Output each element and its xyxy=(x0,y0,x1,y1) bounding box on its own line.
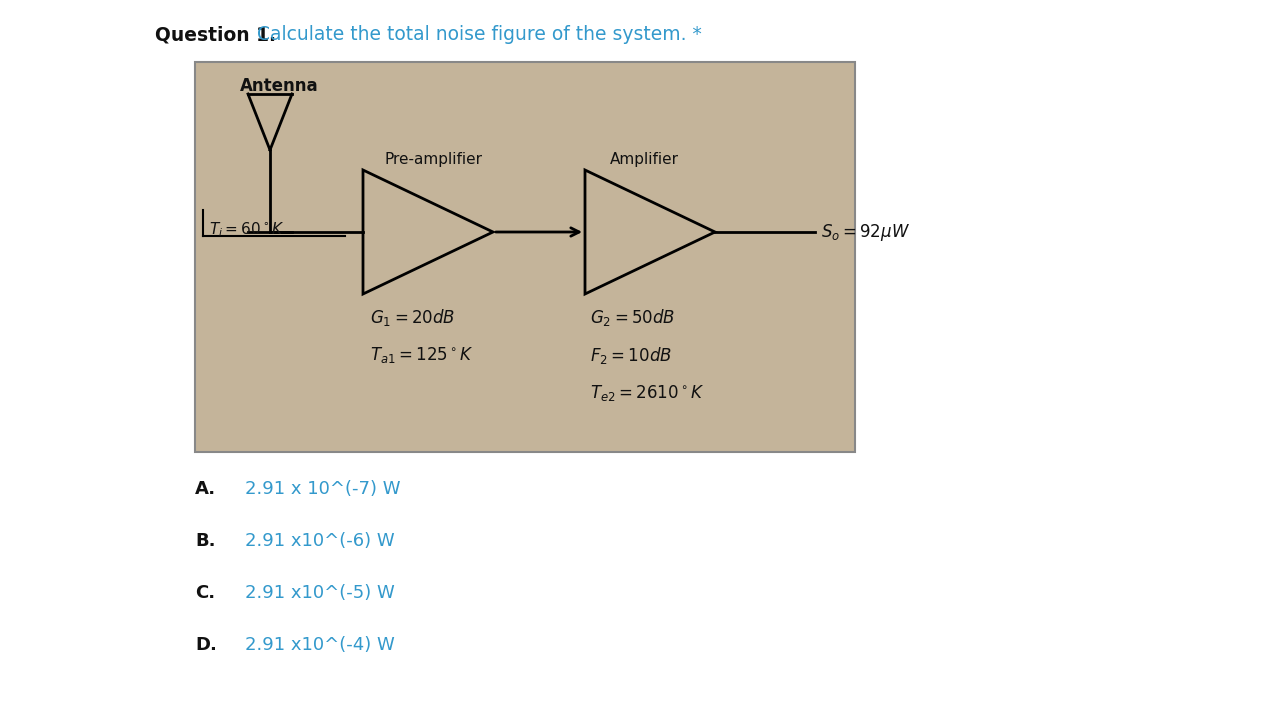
Text: D.: D. xyxy=(195,636,216,654)
Text: 2.91 x 10^(-7) W: 2.91 x 10^(-7) W xyxy=(244,480,401,498)
Text: $G_1 = 20dB$: $G_1 = 20dB$ xyxy=(370,307,456,328)
Text: $F_2 = 10dB$: $F_2 = 10dB$ xyxy=(590,345,672,366)
Text: 2.91 x10^(-4) W: 2.91 x10^(-4) W xyxy=(244,636,394,654)
Text: Question 1.: Question 1. xyxy=(155,25,276,44)
Text: $T_{e2} = 2610^\circ K$: $T_{e2} = 2610^\circ K$ xyxy=(590,383,704,403)
Text: A.: A. xyxy=(195,480,216,498)
Text: 2.91 x10^(-6) W: 2.91 x10^(-6) W xyxy=(244,532,394,550)
Text: $G_2 = 50dB$: $G_2 = 50dB$ xyxy=(590,307,676,328)
Text: Antenna: Antenna xyxy=(241,77,319,95)
Bar xyxy=(195,62,855,452)
Text: 2.91 x10^(-5) W: 2.91 x10^(-5) W xyxy=(244,584,394,602)
Text: $T_i = 60^\circ K$: $T_i = 60^\circ K$ xyxy=(209,220,284,239)
Text: Amplifier: Amplifier xyxy=(611,152,678,167)
Text: $S_o = 92\mu W$: $S_o = 92\mu W$ xyxy=(820,222,910,243)
Text: Calculate the total noise figure of the system. *: Calculate the total noise figure of the … xyxy=(244,25,701,44)
Text: B.: B. xyxy=(195,532,215,550)
Text: Pre-amplifier: Pre-amplifier xyxy=(385,152,483,167)
Text: C.: C. xyxy=(195,584,215,602)
Text: $T_{a1} = 125^\circ K$: $T_{a1} = 125^\circ K$ xyxy=(370,345,474,365)
